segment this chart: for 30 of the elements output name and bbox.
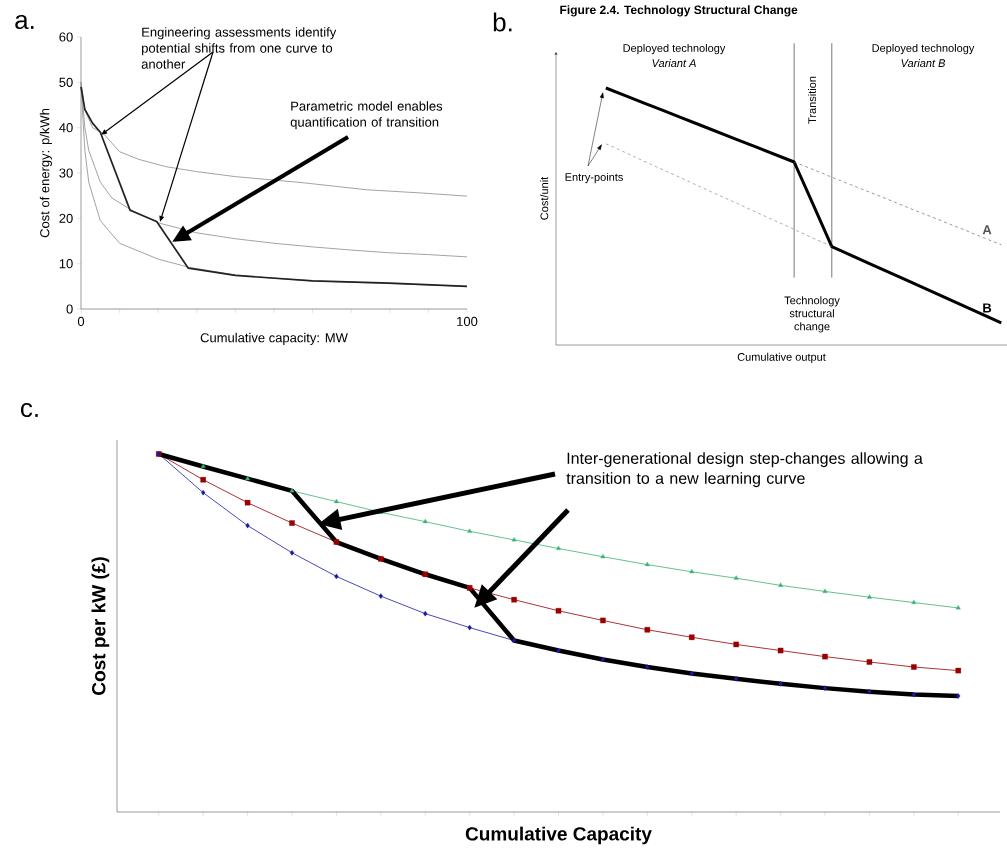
y-tick-label: 30 <box>59 168 73 178</box>
annotation: Parametric model enables quantification of transition <box>290 101 443 130</box>
y-tick-label: 10 <box>59 259 73 269</box>
chart-title: Figure 2.4. Technology Structural Change <box>560 5 798 17</box>
x-tick-label: 100 <box>457 316 478 326</box>
x-axis-title: Cumulative capacity: MW <box>200 332 348 345</box>
text: c. <box>21 402 38 418</box>
y-axis-title: Cost/unit <box>540 176 549 220</box>
x-axis-title: Cumulative output <box>737 352 826 364</box>
annotation: Technology structural change <box>784 296 840 333</box>
x-axis-title: Cumulative Capacity <box>465 826 652 845</box>
text: Variant A <box>652 58 696 68</box>
y-tick-label: 60 <box>59 32 73 42</box>
y-tick-label: 40 <box>59 123 73 133</box>
text: Deployed technology <box>623 43 726 55</box>
y-axis-title: Cost per kW (£) <box>91 557 110 695</box>
text: Deployed technology <box>872 43 975 55</box>
series-label: A <box>982 225 992 235</box>
annotation: Transition <box>807 76 817 124</box>
text: Variant B <box>901 58 946 68</box>
annotation: Entry-points <box>565 172 623 184</box>
annotation: Engineering assessments identify potential shifts from one curve to another <box>141 27 337 69</box>
text: b. <box>493 12 512 32</box>
text: a. <box>15 14 34 30</box>
annotation: Inter-generational design step-changes allowing a transition to a new learning curve <box>566 452 923 488</box>
y-tick-label: 50 <box>59 77 73 87</box>
y-tick-label: 0 <box>66 304 73 314</box>
y-tick-label: 20 <box>59 213 73 223</box>
y-axis-title: Cost of energy: p/kWh <box>39 108 52 238</box>
series-label: B <box>983 303 992 313</box>
